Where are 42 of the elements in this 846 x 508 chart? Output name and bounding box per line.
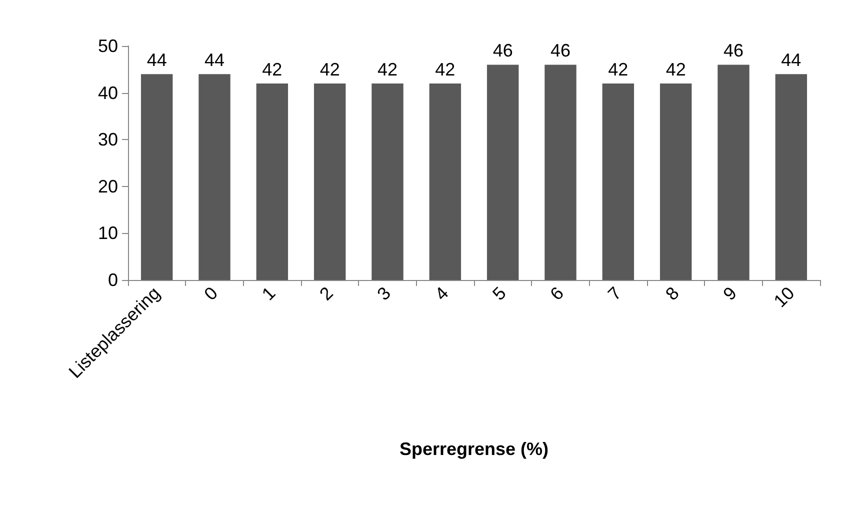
bar <box>314 83 346 280</box>
data-label: 42 <box>435 59 456 80</box>
x-tick-label: 7 <box>604 282 626 304</box>
bar <box>198 74 230 280</box>
data-label: 42 <box>666 59 686 80</box>
y-tick-label: 30 <box>98 130 118 150</box>
x-tick-label: 3 <box>373 282 395 304</box>
bar <box>660 83 692 280</box>
data-label: 42 <box>377 59 398 80</box>
x-tick-label: 8 <box>662 282 683 304</box>
bar <box>429 83 462 280</box>
data-label: 42 <box>320 59 340 80</box>
data-label: 44 <box>146 50 167 70</box>
bar <box>372 83 404 280</box>
x-tick-label: 2 <box>316 282 337 304</box>
x-tick-label: 9 <box>719 282 741 304</box>
bar <box>544 64 576 280</box>
y-tick-label: 10 <box>98 223 118 244</box>
bar <box>718 64 750 280</box>
x-tick-label: 10 <box>770 282 798 312</box>
x-axis-title: Sperregrense (%) <box>399 439 549 459</box>
data-label: 44 <box>204 50 225 70</box>
data-label: 46 <box>492 40 513 61</box>
x-tick-label: 1 <box>258 282 280 304</box>
x-tick-label: 0 <box>200 282 222 304</box>
y-tick-label: 40 <box>98 82 118 103</box>
x-tick-label: 4 <box>431 282 452 304</box>
data-label: 46 <box>723 40 744 61</box>
data-label: 46 <box>550 40 571 61</box>
y-tick-label: 0 <box>108 270 118 290</box>
y-tick-label: 20 <box>98 176 118 196</box>
bar <box>775 74 808 280</box>
bar <box>140 74 173 280</box>
y-tick-label: 50 <box>98 36 118 56</box>
data-label: 44 <box>781 50 802 70</box>
bar <box>256 83 288 280</box>
data-label: 42 <box>262 59 282 80</box>
data-label: 42 <box>608 59 628 80</box>
bar <box>602 83 634 280</box>
x-tick-label: 5 <box>488 282 510 304</box>
bar <box>486 64 519 280</box>
x-tick-label: 6 <box>546 282 568 304</box>
